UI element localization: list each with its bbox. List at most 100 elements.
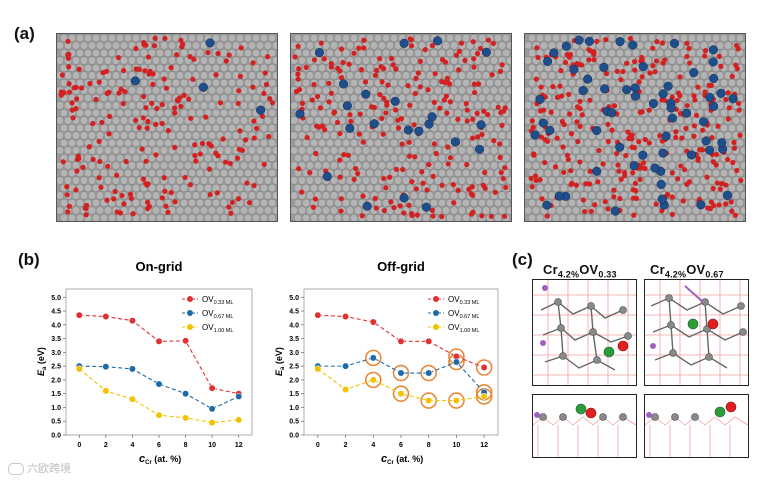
chromium-atom bbox=[705, 92, 715, 102]
oxygen-atom bbox=[616, 168, 622, 174]
chromium-atom bbox=[538, 118, 548, 128]
oxygen-atom bbox=[295, 76, 301, 82]
oxygen-atom bbox=[172, 110, 178, 116]
oxygen-atom bbox=[190, 76, 196, 82]
oxygen-atom bbox=[472, 89, 478, 96]
oxygen-atom bbox=[679, 135, 685, 141]
oxygen-atom bbox=[422, 47, 428, 53]
oxygen-atom bbox=[338, 208, 344, 214]
oxygen-atom bbox=[105, 163, 111, 169]
oxygen-atom bbox=[96, 138, 102, 145]
oxygen-atom bbox=[439, 182, 445, 188]
chromium-atom bbox=[542, 200, 552, 210]
chromium-atom bbox=[481, 47, 491, 57]
oxygen-atom bbox=[594, 38, 600, 45]
y-tick-label: 3.0 bbox=[51, 350, 61, 357]
oxygen-atom bbox=[162, 35, 168, 42]
oxygen-atom bbox=[413, 186, 419, 192]
structure-top-view-left bbox=[532, 279, 637, 386]
chromium-atom bbox=[361, 89, 371, 99]
oxygen-atom bbox=[112, 188, 118, 195]
oxygen-atom bbox=[153, 121, 159, 127]
oxygen-atom bbox=[497, 68, 504, 74]
oxygen-atom bbox=[381, 207, 387, 214]
oxygen-atom bbox=[66, 89, 72, 95]
oxygen-atom bbox=[639, 54, 645, 61]
oxygen-atom bbox=[603, 70, 610, 77]
oxygen-atom bbox=[615, 162, 621, 168]
oxygen-atom bbox=[226, 204, 232, 210]
chromium-atom bbox=[628, 40, 638, 50]
oxygen-atom bbox=[397, 203, 403, 209]
chromium-atom bbox=[599, 62, 609, 72]
chromium-atom bbox=[630, 83, 640, 93]
oxygen-atom bbox=[197, 151, 203, 157]
oxygen-atom bbox=[250, 84, 256, 90]
oxygen-atom bbox=[172, 199, 178, 205]
oxygen-atom bbox=[464, 161, 470, 168]
oxygen-atom bbox=[262, 70, 268, 76]
oxygen-atom bbox=[340, 59, 346, 66]
data-point bbox=[480, 364, 488, 371]
oxygen-atom bbox=[220, 136, 226, 142]
oxygen-atom bbox=[669, 170, 675, 176]
oxygen-atom bbox=[168, 189, 174, 196]
structure-title-left: Cr4.2%OV0.33 bbox=[543, 262, 617, 280]
oxygen-atom bbox=[533, 177, 539, 184]
oxygen-atom bbox=[725, 116, 731, 122]
oxygen-atom bbox=[70, 115, 76, 121]
oxygen-atom bbox=[726, 105, 732, 111]
oxygen-atom bbox=[470, 116, 476, 122]
data-point bbox=[102, 313, 110, 320]
oxygen-atom bbox=[150, 81, 156, 87]
oxygen-atom bbox=[564, 152, 571, 158]
oxygen-atom bbox=[468, 191, 474, 197]
chromium-atom bbox=[607, 108, 617, 118]
oxygen-atom bbox=[725, 156, 731, 163]
oxygen-atom bbox=[686, 60, 693, 66]
oxygen-atom bbox=[626, 135, 632, 142]
oxygen-atom bbox=[609, 127, 615, 133]
oxygen-atom bbox=[213, 72, 219, 78]
oxygen-atom bbox=[386, 174, 393, 180]
oxygen-atom bbox=[568, 168, 574, 174]
chromium-atom bbox=[450, 137, 460, 147]
chromium-atom bbox=[661, 131, 671, 141]
oxygen-atom bbox=[567, 51, 574, 58]
oxygen-atom bbox=[127, 191, 134, 197]
oxygen-atom bbox=[466, 186, 472, 192]
structure-side-view-right bbox=[644, 394, 749, 458]
chromium-atom bbox=[578, 86, 588, 96]
chromium-atom bbox=[689, 68, 699, 78]
oxygen-atom bbox=[529, 184, 535, 190]
x-tick-label: 10 bbox=[208, 442, 216, 449]
oxygen-atom bbox=[307, 170, 313, 176]
oxygen-atom bbox=[574, 119, 580, 125]
chromium-atom bbox=[701, 136, 711, 146]
oxygen-atom bbox=[114, 172, 120, 178]
oxygen-atom bbox=[337, 174, 343, 180]
chromium-atom bbox=[130, 76, 140, 86]
oxygen-atom bbox=[414, 212, 420, 218]
oxygen-atom bbox=[544, 138, 551, 144]
oxygen-atom bbox=[326, 80, 332, 86]
oxygen-atom bbox=[415, 70, 421, 76]
oxygen-atom bbox=[96, 79, 102, 85]
oxygen-atom bbox=[481, 108, 487, 114]
oxygen-atom bbox=[178, 103, 184, 109]
oxygen-atom bbox=[380, 131, 386, 137]
oxygen-atom bbox=[295, 43, 301, 50]
data-point bbox=[155, 337, 163, 345]
oxygen-atom bbox=[718, 63, 724, 69]
chromium-atom bbox=[699, 117, 709, 127]
oxygen-atom bbox=[335, 65, 341, 72]
oxygen-atom bbox=[717, 186, 723, 192]
oxygen-atom bbox=[566, 91, 572, 97]
oxygen-atom bbox=[119, 192, 125, 199]
oxygen-atom bbox=[719, 181, 725, 187]
chromium-atom bbox=[666, 103, 676, 113]
oxygen-atom bbox=[669, 211, 675, 217]
oxygen-atom bbox=[381, 66, 387, 72]
y-tick-label: 3.0 bbox=[289, 350, 299, 357]
legend-label: OV0.33 ML bbox=[448, 295, 479, 306]
